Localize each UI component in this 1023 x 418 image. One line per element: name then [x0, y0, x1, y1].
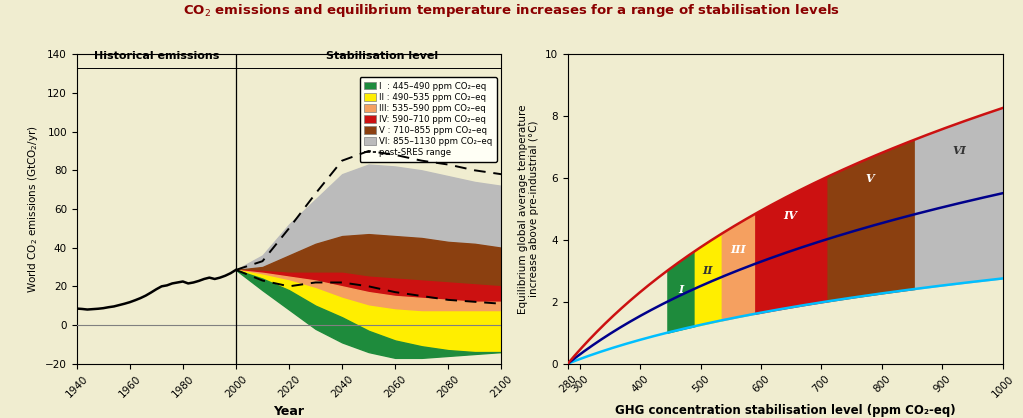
Y-axis label: Equilibrium global average temperature
increase above pre-industrial (°C): Equilibrium global average temperature i… — [518, 104, 539, 314]
X-axis label: GHG concentration stabilisation level (ppm CO₂-eq): GHG concentration stabilisation level (p… — [615, 405, 955, 418]
Text: Historical emissions: Historical emissions — [94, 51, 219, 61]
Text: V: V — [865, 173, 874, 184]
X-axis label: Year: Year — [273, 405, 305, 418]
Text: II: II — [703, 265, 713, 276]
Text: I: I — [678, 284, 683, 295]
Text: Stabilisation level: Stabilisation level — [325, 51, 438, 61]
Text: III: III — [730, 244, 746, 255]
Text: VI: VI — [952, 145, 966, 156]
Y-axis label: World CO$_2$ emissions (GtCO$_2$/yr): World CO$_2$ emissions (GtCO$_2$/yr) — [26, 125, 40, 293]
Text: IV: IV — [783, 210, 797, 221]
Legend: I  : 445–490 ppm CO₂–eq, II : 490–535 ppm CO₂–eq, III: 535–590 ppm CO₂–eq, IV: 5: I : 445–490 ppm CO₂–eq, II : 490–535 ppm… — [360, 77, 497, 162]
Text: CO$_2$ emissions and equilibrium temperature increases for a range of stabilisat: CO$_2$ emissions and equilibrium tempera… — [183, 2, 840, 19]
